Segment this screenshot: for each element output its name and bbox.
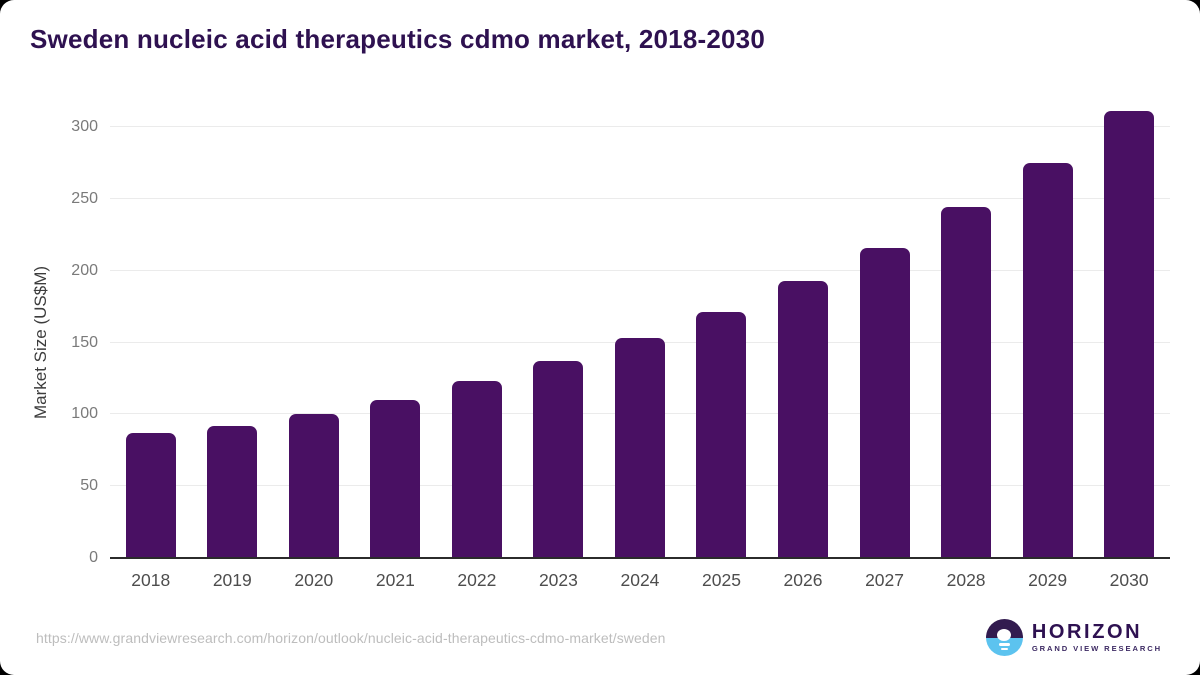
bar-2021 [370,399,421,558]
y-tick-label-150: 150 [71,333,98,351]
logo-subtitle: GRAND VIEW RESEARCH [1031,644,1162,654]
x-tick-label-2027: 2027 [865,570,905,590]
x-tick-label-2022: 2022 [457,570,497,590]
x-tick-label-2028: 2028 [946,570,986,590]
bar-slot-2029 [1007,105,1089,558]
water-reflection-line [998,643,1010,646]
x-tick-label-2030: 2030 [1109,570,1149,590]
x-axis-line [110,557,1170,559]
x-tick-label-2021: 2021 [375,570,415,590]
bar-slot-2027 [844,105,926,558]
y-tick-label-0: 0 [89,549,98,566]
bar-slot-2020 [273,105,355,558]
x-tick-label-2024: 2024 [620,570,660,590]
chart-title: Sweden nucleic acid therapeutics cdmo ma… [30,24,765,54]
sun-shape [997,629,1012,641]
bar-2020 [288,414,339,558]
x-tick-label-2029: 2029 [1028,570,1068,590]
gridline-300 [110,125,1170,127]
bar-slot-2019 [192,105,274,558]
gridline-200 [110,269,1170,271]
bar-slot-2023 [518,105,600,558]
bar-2028 [941,207,992,558]
bar-slot-2021 [355,105,437,558]
bar-2018 [125,433,176,558]
bar-2019 [207,425,258,558]
water-reflection-line [1000,647,1008,650]
x-tick-label-2023: 2023 [538,570,578,590]
bar-2029 [1022,162,1073,558]
bar-2026 [778,280,829,558]
x-tick-label-2020: 2020 [294,570,334,590]
bar-slot-2026 [762,105,844,558]
bar-2023 [533,361,584,558]
bar-2030 [1104,111,1155,558]
logo-text: HORIZON GRAND VIEW RESEARCH [1032,622,1162,653]
bar-slot-2018 [110,105,192,558]
source-url: https://www.grandviewresearch.com/horizo… [36,630,666,646]
y-tick-label-100: 100 [71,405,98,423]
bars-layer [110,105,1170,558]
logo-wordmark: HORIZON [1031,621,1143,644]
x-tick-label-2018: 2018 [131,570,171,590]
x-tick-label-2019: 2019 [212,570,252,590]
y-tick-label-200: 200 [71,261,98,279]
bar-slot-2022 [436,105,518,558]
bar-2027 [859,247,910,558]
bar-slot-2028 [925,105,1007,558]
bar-2022 [451,381,502,558]
horizon-sun-over-water-icon [985,619,1023,656]
y-tick-label-50: 50 [80,477,98,495]
bar-2025 [696,312,747,558]
x-axis-labels: 2018 2019 2020 2021 2022 2023 2024 2025 2026 2027… [110,570,1170,591]
gridline-250 [110,197,1170,199]
y-tick-label-250: 250 [71,189,98,207]
y-tick-label-300: 300 [71,117,98,135]
bar-slot-2030 [1088,105,1170,558]
bar-slot-2024 [599,105,681,558]
bar-2024 [614,338,665,558]
plot-area: 0 50 100 150 200 250 300 2018 2019 2020 2021 2022 2… [71,105,1170,590]
x-tick-label-2025: 2025 [702,570,741,590]
bar-slot-2025 [681,105,763,558]
x-tick-label-2026: 2026 [783,570,823,590]
horizon-logo: HORIZON GRAND VIEW RESEARCH [985,619,1162,656]
